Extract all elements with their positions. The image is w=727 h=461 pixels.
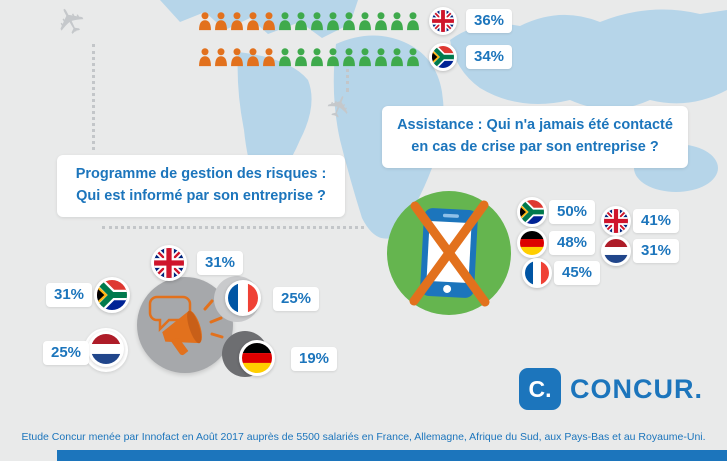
person-icon: [198, 46, 212, 68]
assistance-question-line1: Assistance : Qui n'a jamais été contacté: [397, 117, 673, 133]
percent-badge: 25%: [273, 287, 320, 311]
person-icon: [390, 10, 404, 32]
netherlands-flag-icon: [88, 331, 124, 367]
person-icon: [246, 46, 260, 68]
pictogram-row-uk: 36%: [198, 7, 513, 35]
south-africa-flag-icon: [517, 197, 547, 227]
people-icons: [198, 46, 420, 68]
france-flag-icon: [225, 280, 261, 316]
assistance-question-line2: en cas de crise par son entreprise ?: [411, 138, 659, 155]
germany-flag-icon: [517, 228, 547, 258]
percent-badge: 48%: [549, 231, 596, 255]
concur-logo: C. CONCUR.: [519, 368, 703, 410]
percent-badge: 19%: [291, 347, 338, 371]
person-icon: [278, 46, 292, 68]
person-icon: [326, 46, 340, 68]
person-icon: [214, 46, 228, 68]
person-icon: [310, 10, 324, 32]
percent-badge: 31%: [633, 239, 680, 263]
percent-badge: 45%: [554, 261, 601, 285]
south-africa-flag-icon: [94, 277, 130, 313]
person-icon: [374, 10, 388, 32]
percent-badge: 25%: [43, 341, 90, 365]
france-flag-icon: [522, 258, 552, 288]
uk-flag-icon: [429, 7, 457, 35]
person-icon: [342, 10, 356, 32]
person-icon: [310, 46, 324, 68]
person-icon: [406, 46, 420, 68]
bottom-accent-bar: [57, 450, 727, 461]
uk-flag-icon: [601, 206, 631, 236]
percent-badge: 50%: [549, 200, 596, 224]
person-icon: [230, 10, 244, 32]
study-footnote: Etude Concur menée par Innofact en Août …: [21, 431, 706, 443]
percent-badge: 41%: [633, 209, 680, 233]
person-icon: [262, 10, 276, 32]
concur-logo-mark: C.: [519, 368, 561, 410]
pictogram-row-za: 34%: [198, 43, 513, 71]
person-icon: [342, 46, 356, 68]
risk-question-line1: Programme de gestion des risques :: [75, 166, 327, 182]
person-icon: [374, 46, 388, 68]
netherlands-flag-icon: [601, 236, 631, 266]
megaphone-icon: [148, 295, 224, 356]
person-icon: [198, 10, 212, 32]
person-icon: [390, 46, 404, 68]
germany-flag-icon: [239, 340, 275, 376]
person-icon: [230, 46, 244, 68]
person-icon: [278, 10, 292, 32]
risk-program-question-box: Programme de gestion des risques : Qui e…: [57, 155, 345, 217]
people-icons: [198, 10, 420, 32]
south-africa-flag-icon: [429, 43, 457, 71]
person-icon: [406, 10, 420, 32]
person-icon: [262, 46, 276, 68]
person-icon: [358, 46, 372, 68]
dotted-flight-path: [92, 44, 95, 150]
dotted-flight-path: [346, 56, 349, 92]
no-contact-phone-icon: [387, 191, 511, 315]
percent-badge: 31%: [46, 283, 93, 307]
assistance-question-box: Assistance : Qui n'a jamais été contacté…: [382, 106, 688, 168]
person-icon: [246, 10, 260, 32]
risk-question-line2: Qui est informé par son entreprise ?: [76, 187, 326, 204]
percent-badge: 31%: [197, 251, 244, 275]
percent-badge: 34%: [466, 45, 513, 69]
person-icon: [214, 10, 228, 32]
person-icon: [358, 10, 372, 32]
person-icon: [326, 10, 340, 32]
person-icon: [294, 10, 308, 32]
uk-flag-icon: [151, 245, 187, 281]
person-icon: [294, 46, 308, 68]
percent-badge: 36%: [466, 9, 513, 33]
dotted-flight-path: [102, 226, 364, 229]
concur-logo-wordmark: CONCUR.: [570, 373, 703, 404]
